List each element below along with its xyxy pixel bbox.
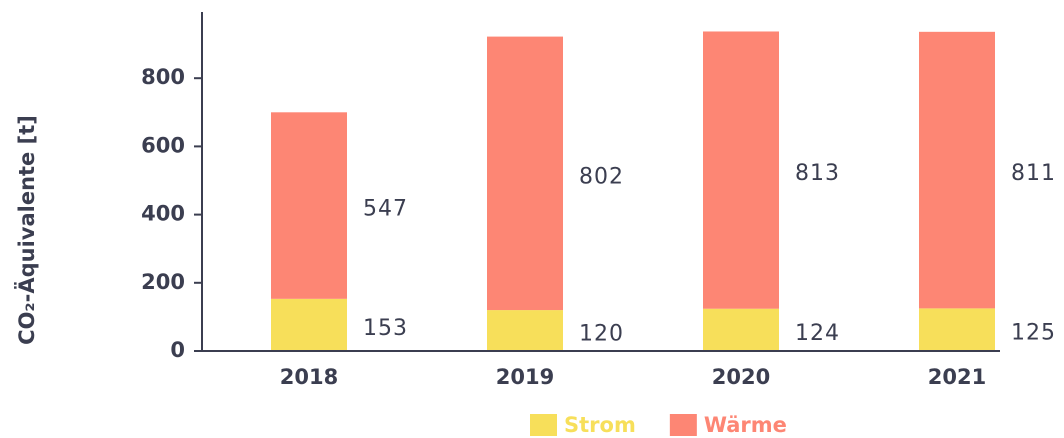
bar-segment [487, 310, 563, 351]
data-label: 124 [795, 321, 840, 346]
y-tick-label: 600 [141, 133, 185, 157]
y-tick-label: 400 [141, 202, 185, 226]
data-label: 153 [363, 316, 408, 341]
data-label: 811 [1011, 161, 1056, 186]
bar-segment [271, 112, 347, 299]
data-label: 547 [363, 197, 408, 222]
data-label: 120 [579, 322, 624, 347]
x-tick-label: 2020 [712, 365, 770, 389]
x-tick-label: 2018 [280, 365, 338, 389]
y-axis-label: CO₂-Äquivalente [t] [14, 115, 39, 345]
legend-swatch [530, 414, 557, 436]
legend-label: Wärme [704, 413, 787, 437]
y-tick-label: 0 [170, 338, 185, 362]
legend-swatch [669, 414, 697, 436]
x-tick-label: 2021 [928, 365, 986, 389]
bar-segment [919, 308, 995, 351]
data-label: 813 [795, 161, 840, 186]
data-label: 125 [1011, 321, 1056, 346]
x-tick-label: 2019 [496, 365, 554, 389]
data-label: 802 [579, 164, 624, 189]
bar-segment [703, 31, 779, 309]
y-tick-label: 800 [141, 65, 185, 89]
legend-label: Strom [564, 413, 636, 437]
bar-segment [271, 298, 347, 351]
y-tick-label: 200 [141, 270, 185, 294]
bar-segment [487, 36, 563, 311]
bar-segment [919, 31, 995, 309]
bar-segment [703, 308, 779, 351]
